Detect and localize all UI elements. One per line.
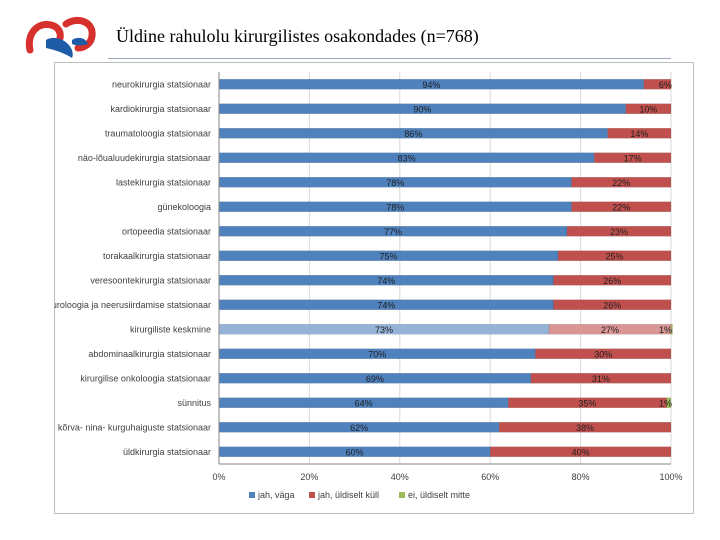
data-label-2: 35% (578, 398, 596, 408)
bar-segment-2 (557, 250, 672, 261)
data-label-2: 26% (603, 300, 621, 310)
bar-segment-2 (571, 177, 672, 188)
bar-segment-2 (530, 373, 672, 384)
data-label-1: 74% (377, 276, 395, 286)
legend-label-3: ei, üldiselt mitte (408, 490, 470, 500)
data-label-1: 77% (384, 227, 402, 237)
logo-blue-shape (46, 37, 73, 58)
y-tick-label: uroloogia ja neerusiirdamise statsionaar (54, 300, 211, 310)
data-label-2: 30% (594, 349, 612, 359)
logo-blue-shape-2 (72, 37, 88, 46)
label-layer: 94% 6% 90% 10% 86% 14% 83% 17% 78% 22% 78% 22% 77% 23… (346, 80, 672, 458)
data-label-2: 27% (601, 325, 619, 335)
data-label-1: 64% (355, 398, 373, 408)
data-label-2: 22% (612, 202, 630, 212)
bar-segment-2 (593, 152, 672, 163)
data-label-2: 26% (603, 276, 621, 286)
bar-segment-2 (643, 79, 672, 90)
data-label-2: 10% (639, 104, 657, 114)
bar-segment-2 (489, 446, 672, 457)
x-tick-label: 100% (659, 472, 682, 482)
y-tick-label: sünnitus (177, 398, 211, 408)
data-label-1: 94% (422, 80, 440, 90)
y-tick-label: günekoloogia (157, 202, 211, 212)
data-label-2: 38% (576, 423, 594, 433)
data-label-1: 60% (346, 447, 364, 457)
y-tick-label: üldkirurgia statsionaar (123, 447, 211, 457)
data-label-1: 86% (404, 129, 422, 139)
y-tick-label: ortopeedia statsionaar (122, 226, 211, 236)
y-tick-label: abdominaalkirurgia statsionaar (88, 349, 211, 359)
data-label-3: 1% (659, 325, 672, 335)
data-label-2: 6% (659, 80, 672, 90)
data-label-2: 23% (610, 227, 628, 237)
legend-swatch-1 (249, 492, 255, 498)
data-label-2: 14% (630, 129, 648, 139)
data-label-2: 31% (592, 374, 610, 384)
bar-segment-2 (535, 348, 672, 359)
y-tick-label: kõrva- nina- kurguhaiguste statsionaar (58, 422, 211, 432)
data-label-1: 90% (413, 104, 431, 114)
x-tick-label: 0% (212, 472, 225, 482)
data-label-1: 70% (368, 349, 386, 359)
y-tick-label: kirurgilise onkoloogia statsionaar (80, 373, 211, 383)
legend-swatch-3 (399, 492, 405, 498)
data-label-1: 83% (398, 153, 416, 163)
data-label-1: 75% (379, 251, 397, 261)
x-tick-label: 80% (572, 472, 590, 482)
data-label-3: 1% (659, 398, 672, 408)
legend-label-1: jah, väga (257, 490, 295, 500)
page-title: Üldine rahulolu kirurgilistes osakondade… (116, 26, 479, 46)
data-label-2: 17% (624, 153, 642, 163)
data-label-1: 69% (366, 374, 384, 384)
bar-segment-2 (566, 226, 672, 237)
y-tick-label: neurokirurgia statsionaar (112, 79, 211, 89)
bar-segment-2 (553, 275, 672, 286)
bar-segment-2 (571, 201, 672, 212)
logo-red-arc-2 (62, 17, 96, 52)
data-label-1: 62% (350, 423, 368, 433)
x-tick-label: 60% (481, 472, 499, 482)
data-label-2: 40% (572, 447, 590, 457)
y-tick-label: kardiokirurgia statsionaar (110, 104, 211, 114)
y-tick-label: lastekirurgia statsionaar (116, 177, 211, 187)
legend-swatch-2 (309, 492, 315, 498)
x-tick-label: 20% (300, 472, 318, 482)
data-label-2: 25% (605, 251, 623, 261)
data-label-1: 78% (386, 178, 404, 188)
data-label-2: 22% (612, 178, 630, 188)
bar-segment-2 (553, 299, 672, 310)
axis-layer: 0% 20% 40% 60% 80% 100% neurokirurgia statsion… (54, 72, 683, 482)
legend: jah, väga jah, üldiselt küll ei, üldiselt … (249, 490, 470, 500)
bar-segment-3 (670, 324, 673, 335)
y-tick-label: näo-lõualuudekirurgia statsionaar (78, 153, 211, 163)
x-tick-label: 40% (391, 472, 409, 482)
bar-segment-2 (498, 422, 672, 433)
y-tick-label: torakaalkirurgia statsionaar (103, 251, 211, 261)
bar-layer (218, 79, 673, 457)
stacked-bar-chart: 94% 6% 90% 10% 86% 14% 83% 17% 78% 22% 78% 22% 77% 23… (54, 72, 683, 500)
data-label-1: 74% (377, 300, 395, 310)
y-tick-label: kirurgiliste keskmine (130, 324, 211, 334)
data-label-1: 78% (386, 202, 404, 212)
y-tick-label: traumatoloogia statsionaar (105, 128, 211, 138)
data-label-1: 73% (375, 325, 393, 335)
title-divider (108, 58, 671, 59)
bar-segment-3 (666, 397, 672, 408)
bar-segment-2 (625, 103, 672, 114)
bar-segment-2 (607, 128, 672, 139)
logo (22, 14, 102, 60)
y-tick-label: veresoontekirurgia statsionaar (90, 275, 211, 285)
legend-label-2: jah, üldiselt küll (317, 490, 379, 500)
